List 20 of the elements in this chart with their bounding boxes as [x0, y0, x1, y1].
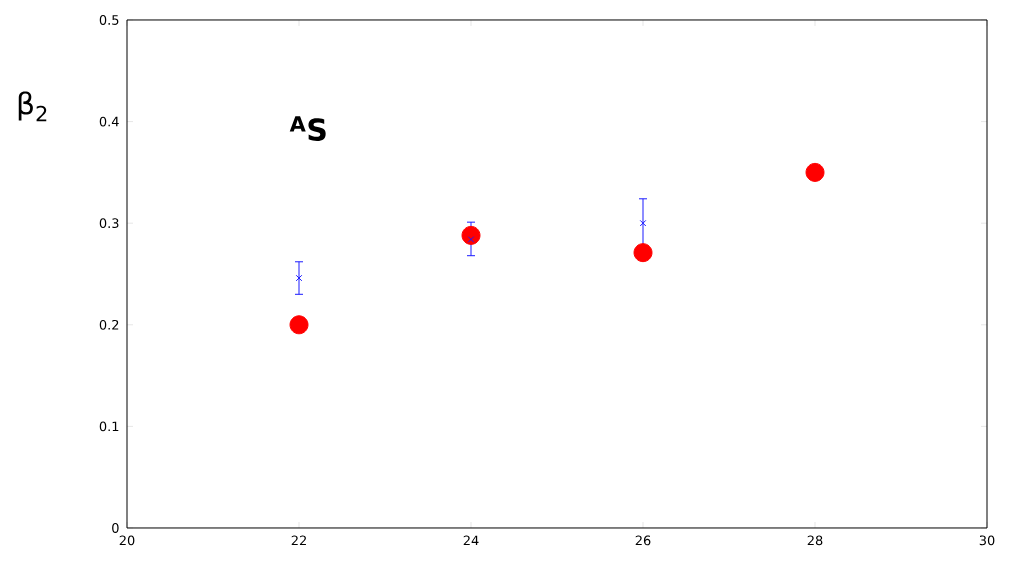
x-tick-label: 24	[463, 535, 479, 546]
y-tick-label: 0	[112, 523, 119, 533]
y-tick-label: 0.3	[99, 218, 119, 229]
y-tick-label: 0.2	[99, 319, 119, 330]
point	[633, 243, 653, 263]
y-tick-label: 0.5	[99, 15, 119, 25]
x-tick-label: 26	[635, 535, 651, 546]
annotation: $^{A}$S	[289, 116, 326, 141]
y-tick-label: 0.1	[99, 421, 119, 432]
point	[461, 225, 481, 245]
point	[467, 236, 475, 243]
point	[289, 315, 309, 335]
x-tick-label: 28	[807, 535, 823, 546]
point	[639, 219, 647, 227]
x-tick-label: 22	[291, 535, 306, 546]
y-tick-label: 0.4	[99, 116, 119, 127]
x-tick-label: 20	[119, 535, 135, 546]
y-axis-title: β$_{2}$	[18, 91, 47, 122]
x-tick-label: 30	[979, 535, 995, 546]
point	[805, 162, 825, 182]
